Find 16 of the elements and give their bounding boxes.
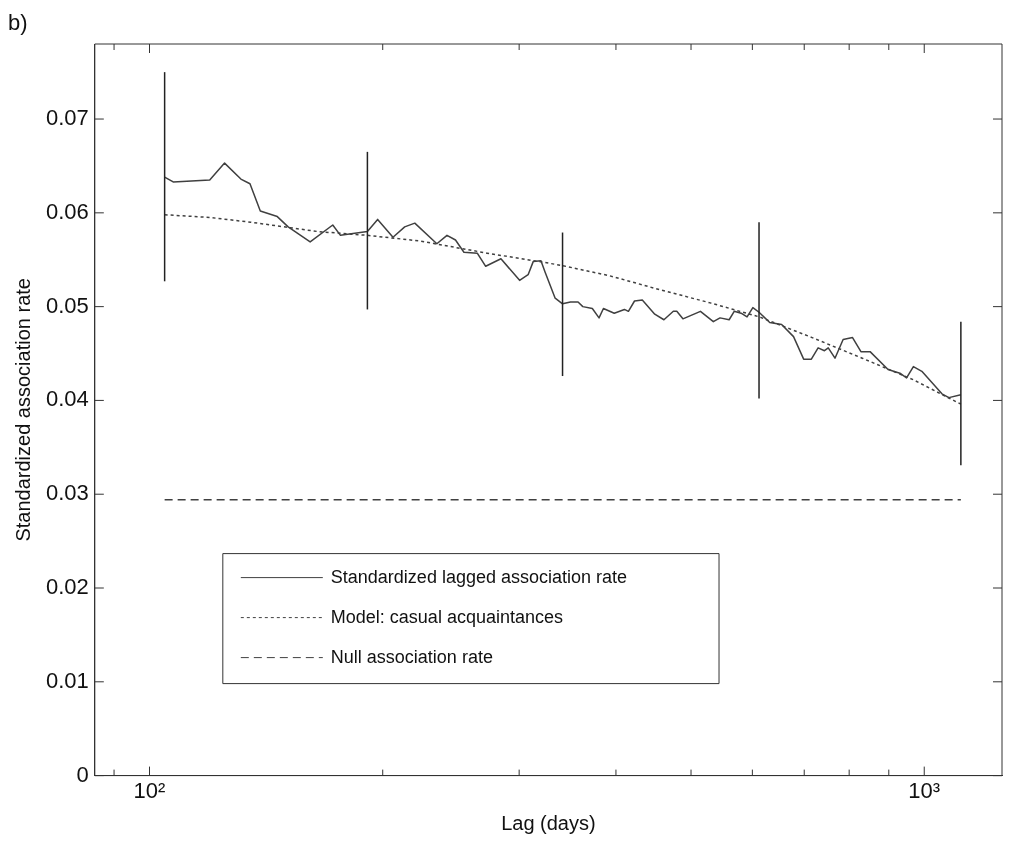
- y-tick-label: 0.04: [45, 386, 89, 412]
- x-axis-title: Lag (days): [501, 811, 596, 834]
- y-tick-label: 0.05: [45, 292, 89, 318]
- text: b): [8, 10, 28, 36]
- y-tick-label: 0.07: [45, 105, 89, 131]
- x-tick-label: 10³: [908, 777, 941, 803]
- y-axis-title: Standardized association rate: [11, 278, 34, 542]
- legend-label: Null association rate: [330, 646, 493, 667]
- y-tick-label: 0: [76, 761, 89, 787]
- legend-label: Model: casual acquaintances: [330, 606, 563, 627]
- x-tick-label: 10²: [133, 777, 166, 803]
- legend-label: Standardized lagged association rate: [330, 566, 628, 587]
- y-tick-label: 0.01: [45, 667, 89, 693]
- y-tick-label: 0.03: [45, 480, 89, 506]
- y-tick-label: 0.06: [45, 198, 89, 224]
- y-tick-label: 0.02: [45, 574, 89, 600]
